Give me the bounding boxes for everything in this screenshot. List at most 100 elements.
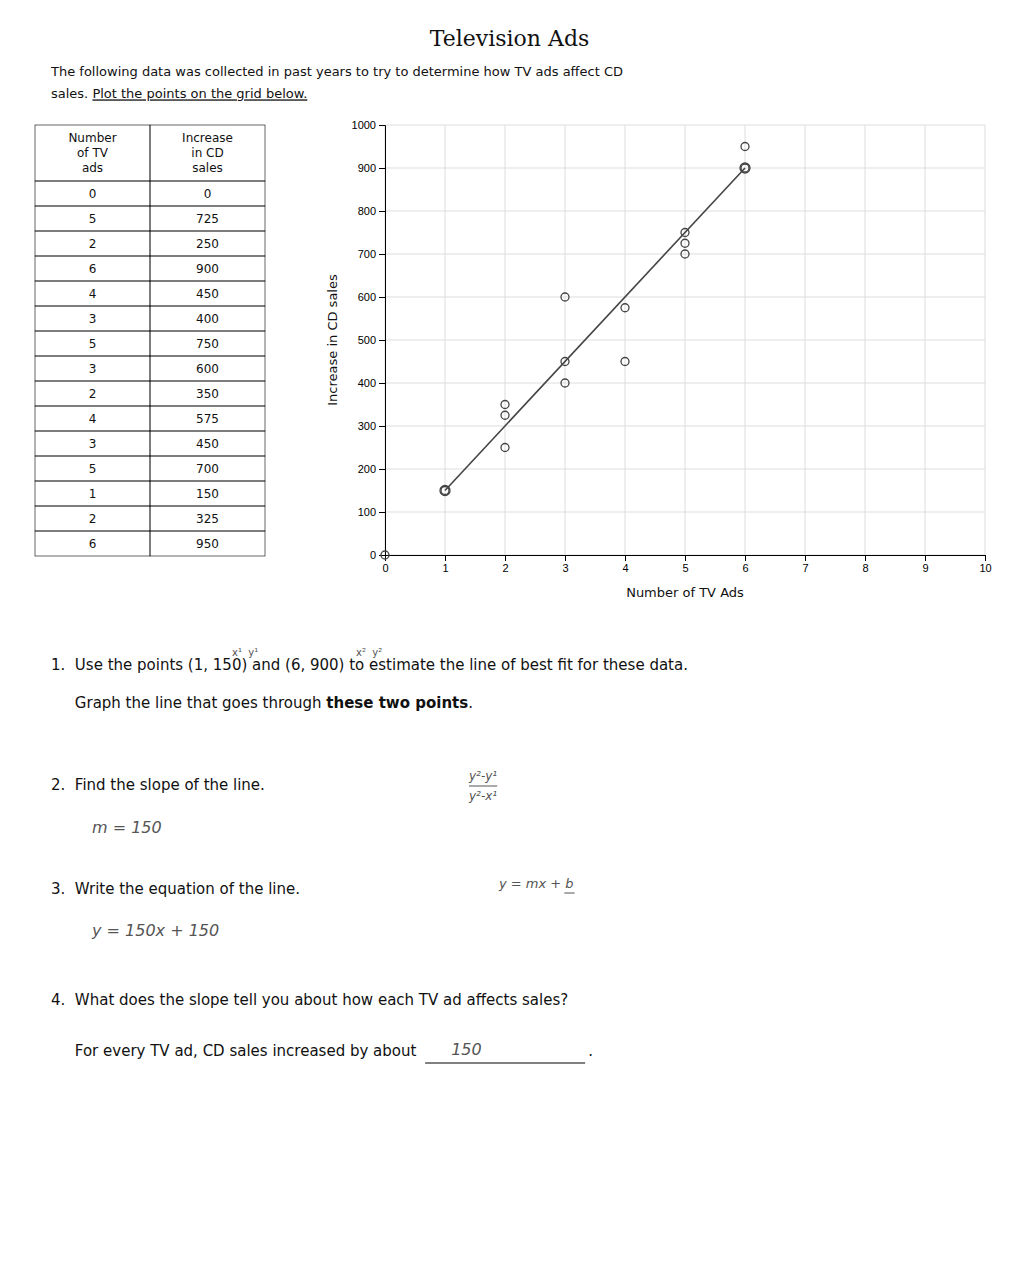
tick-label: 100	[358, 506, 376, 518]
tick-label: 800	[358, 205, 376, 217]
table-cell	[150, 281, 265, 306]
tick-mark	[865, 555, 866, 561]
x-axis-title: Number of TV Ads	[626, 585, 744, 600]
table-value: 350	[196, 387, 219, 401]
point	[621, 358, 629, 366]
tick-label: 0	[370, 549, 376, 561]
tick-mark	[985, 555, 986, 561]
table-cell	[35, 456, 150, 481]
tick: 700	[358, 248, 385, 260]
table-value: 4	[89, 287, 97, 301]
table-cell	[150, 306, 265, 331]
table-cell	[150, 431, 265, 456]
grid-line	[385, 297, 985, 298]
table-cell	[150, 331, 265, 356]
tick-label: 10	[979, 562, 991, 574]
tick-label: 1000	[352, 119, 376, 131]
table-header-cell	[150, 125, 265, 181]
tick: 400	[358, 377, 385, 389]
tick: 0	[370, 549, 385, 561]
tick: 600	[358, 291, 385, 303]
grid-line	[385, 512, 985, 513]
question: Graph the line that goes through these t…	[51, 694, 473, 712]
question-part: .	[468, 694, 473, 712]
axis-line	[379, 126, 386, 556]
table-cell	[150, 481, 265, 506]
table-value: 1	[89, 487, 97, 501]
table-value: 450	[196, 287, 219, 301]
chart: 0123456789100100200300400500600700800900…	[325, 119, 992, 600]
handwriting: 150	[451, 1040, 482, 1059]
table-cell	[35, 431, 150, 456]
table-cell	[150, 381, 265, 406]
tick-mark	[379, 254, 385, 255]
table-value: 400	[196, 312, 219, 326]
table-cell	[150, 406, 265, 431]
tick-label: 8	[862, 562, 868, 574]
grid-line	[385, 426, 985, 427]
table-cell	[35, 281, 150, 306]
line	[445, 168, 745, 491]
table: Numberof TVadsIncreasein CDsales00572522…	[35, 125, 265, 556]
table-header-line: of TV	[77, 146, 109, 160]
question: .	[588, 1042, 593, 1060]
table-value: 5	[89, 212, 97, 226]
table-cell	[35, 531, 150, 556]
tick: 10	[979, 555, 991, 574]
table-value: 950	[196, 537, 219, 551]
tick-label: 7	[802, 562, 808, 574]
table-value: 3	[89, 362, 97, 376]
tick-mark	[379, 469, 385, 470]
grid	[385, 125, 985, 555]
table-cell	[150, 531, 265, 556]
description-part: sales.	[51, 86, 92, 101]
tick-mark	[745, 555, 746, 561]
tick-label: 5	[682, 562, 688, 574]
tick: 3	[562, 555, 568, 574]
table-header-line: ads	[82, 161, 103, 175]
table-cell	[35, 206, 150, 231]
table-cell	[35, 506, 150, 531]
table-header: Numberof TVads	[68, 131, 116, 175]
grid-line	[385, 168, 985, 169]
table-header: Increasein CDsales	[182, 131, 233, 175]
tick-mark	[379, 512, 385, 513]
description: The following data was collected in past…	[50, 64, 623, 79]
tick-mark	[379, 125, 385, 126]
grid-line	[385, 340, 985, 341]
tick-mark	[379, 426, 385, 427]
tick-label: 700	[358, 248, 376, 260]
table-value: 6	[89, 537, 97, 551]
table-cell	[35, 231, 150, 256]
axis-line	[386, 556, 986, 562]
line-marker	[440, 486, 450, 496]
table-value: 150	[196, 487, 219, 501]
table-value: 725	[196, 212, 219, 226]
table-value: 450	[196, 437, 219, 451]
handwriting: y²-x¹	[468, 789, 497, 803]
table-cell	[35, 481, 150, 506]
point	[501, 444, 509, 452]
tick-mark	[379, 555, 385, 556]
tick-label: 9	[922, 562, 928, 574]
tick-mark	[379, 383, 385, 384]
table-value: 250	[196, 237, 219, 251]
question-bold: these two points	[326, 694, 468, 712]
tick-label: 300	[358, 420, 376, 432]
tick-mark	[379, 297, 385, 298]
page: Television AdsThe following data was col…	[0, 0, 1019, 1265]
table-cell	[150, 356, 265, 381]
tick: 9	[922, 555, 928, 574]
tick-label: 4	[622, 562, 628, 574]
tick-label: 2	[502, 562, 508, 574]
table-value: 750	[196, 337, 219, 351]
point	[501, 401, 509, 409]
tick-mark	[805, 555, 806, 561]
table-cell	[35, 331, 150, 356]
tick-mark	[379, 168, 385, 169]
table-value: 600	[196, 362, 219, 376]
table-value: 2	[89, 387, 97, 401]
handwriting: y = 150x + 150	[91, 921, 219, 940]
table-cell	[150, 456, 265, 481]
tick-mark	[685, 555, 686, 561]
